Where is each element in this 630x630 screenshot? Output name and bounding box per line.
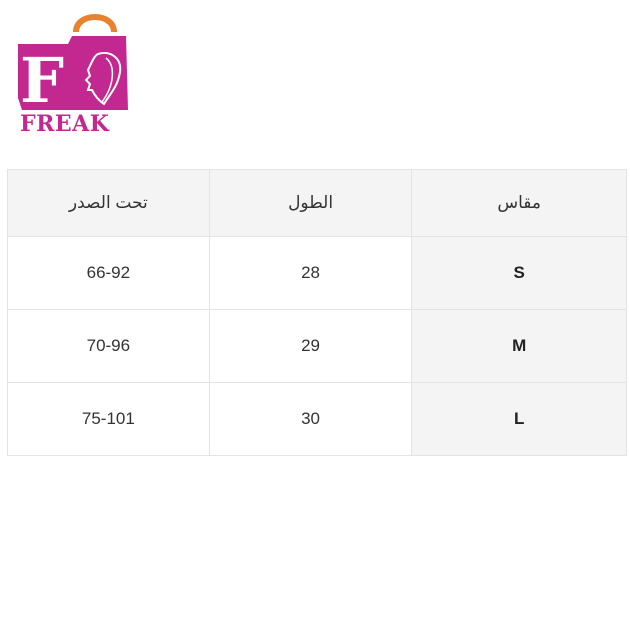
cell-size: S (411, 236, 627, 310)
header-length: الطول (208, 169, 413, 237)
header-size: مقاس (411, 169, 627, 237)
cell-size: M (411, 309, 627, 383)
table-row: L 30 75-101 (7, 382, 627, 456)
header-underbust: تحت الصدر (7, 169, 210, 237)
svg-text:F: F (20, 44, 64, 117)
cell-length: 30 (208, 382, 413, 456)
cell-underbust: 70-96 (7, 309, 210, 383)
table-row: S 28 66-92 (7, 236, 627, 310)
shopping-bag-logo-icon: F (18, 14, 128, 117)
table-row: M 29 70-96 (7, 309, 627, 383)
table-header-row: مقاس الطول تحت الصدر (7, 169, 627, 237)
cell-underbust: 66-92 (7, 236, 210, 310)
cell-length: 28 (208, 236, 413, 310)
cell-underbust: 75-101 (7, 382, 210, 456)
cell-length: 29 (208, 309, 413, 383)
cell-size: L (411, 382, 627, 456)
size-chart-table: مقاس الطول تحت الصدر S 28 66-92 M 29 70-… (7, 169, 627, 456)
brand-name: FREAK (20, 111, 110, 137)
